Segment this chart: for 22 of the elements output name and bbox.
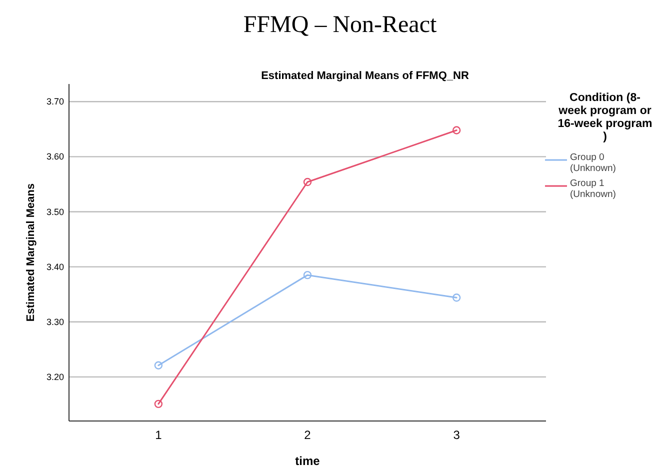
x-tick-label: 3 — [453, 428, 460, 442]
legend-label: Group 0 (Unknown) — [570, 152, 616, 174]
y-tick-label: 3.50 — [46, 206, 64, 217]
legend-title: Condition (8-week program or 16-week program ) — [558, 92, 652, 143]
point — [154, 400, 163, 408]
y-tick-label: 3.20 — [46, 372, 64, 382]
point — [303, 178, 312, 186]
x-axis-title: time — [295, 454, 320, 468]
y-tick-label: 3.30 — [46, 316, 64, 327]
y-tick-label: 3.70 — [46, 96, 64, 107]
point — [303, 270, 312, 280]
legend-label: Group 1 (Unknown) — [570, 178, 616, 200]
y-tick-label: 3.40 — [46, 262, 64, 272]
point — [154, 361, 163, 370]
y-tick-label: 3.60 — [46, 152, 64, 162]
point — [452, 294, 461, 302]
x-tick-label: 2 — [304, 428, 312, 442]
point — [452, 126, 461, 134]
x-tick-label: 1 — [155, 428, 162, 442]
chart-title: FFMQ – Non-React — [243, 12, 437, 38]
y-axis-title: Estimated Marginal Means — [25, 183, 37, 322]
chart-subtitle: Estimated Marginal Means of FFMQ_NR — [261, 70, 469, 82]
